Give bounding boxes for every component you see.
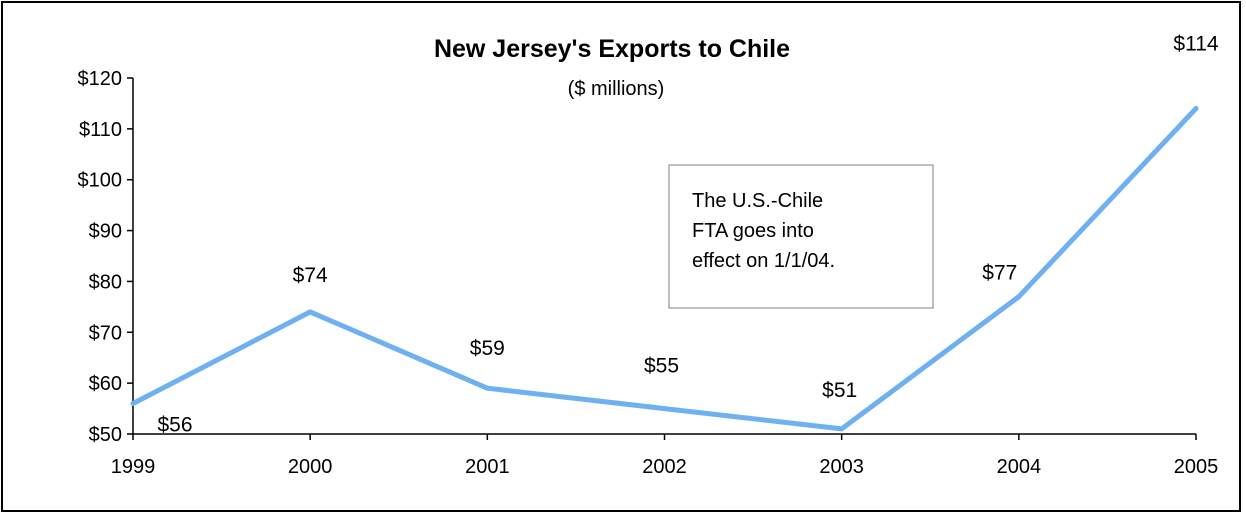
data-point (1016, 294, 1022, 300)
annotation-line-2: FTA goes into (692, 220, 814, 242)
chart-title: New Jersey's Exports to Chile (434, 35, 790, 63)
x-axis: 1999 2000 2001 2002 2003 2004 2005 (111, 433, 1219, 478)
data-label: $74 (293, 264, 328, 287)
annotation-line-1: The U.S.-Chile (692, 190, 823, 212)
data-label: $59 (470, 337, 505, 360)
data-point (130, 400, 136, 406)
data-point (839, 426, 845, 432)
y-tick-label: $50 (89, 424, 122, 446)
y-tick-label: $110 (79, 119, 122, 141)
data-label: $114 (1173, 33, 1218, 56)
x-tick-label: 2000 (288, 456, 333, 478)
chart-subtitle: ($ millions) (568, 78, 665, 100)
y-axis: $50 $60 $70 $80 $90 $100 $110 $120 (78, 68, 134, 446)
data-label: $77 (982, 262, 1017, 285)
data-point (307, 309, 313, 315)
y-tick-label: $100 (78, 170, 123, 192)
x-tick-label: 2002 (642, 456, 687, 478)
x-tick-label: 2003 (819, 456, 864, 478)
annotation-line-3: effect on 1/1/04. (692, 250, 835, 272)
y-tick-label: $90 (89, 221, 122, 243)
y-tick-label: $70 (89, 322, 122, 344)
x-tick-label: 1999 (111, 456, 156, 478)
data-label: $56 (157, 413, 192, 436)
y-tick-label: $60 (89, 373, 122, 395)
series-group (130, 106, 1199, 432)
annotation-box: The U.S.-Chile FTA goes into effect on 1… (668, 164, 934, 309)
x-tick-label: 2005 (1174, 456, 1219, 478)
y-tick-label: $80 (89, 271, 122, 293)
annotation-border (668, 164, 934, 309)
y-tick-label: $120 (78, 68, 123, 90)
data-label: $55 (644, 355, 679, 378)
data-labels: $56 $74 $59 $55 $51 $77 $114 (157, 33, 1218, 437)
x-tick-label: 2001 (465, 456, 510, 478)
data-point (484, 385, 490, 391)
x-tick-label: 2004 (997, 456, 1042, 478)
data-label: $51 (822, 379, 857, 402)
data-point (662, 406, 667, 412)
data-point (1193, 106, 1199, 112)
